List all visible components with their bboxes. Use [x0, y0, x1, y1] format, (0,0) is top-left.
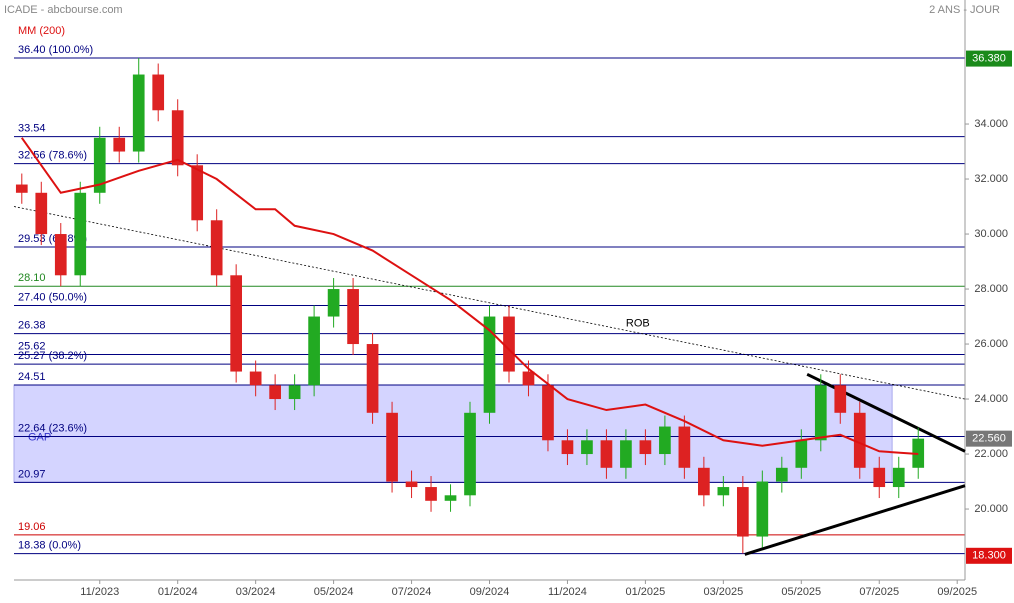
candle-body [386, 412, 398, 482]
chart-title: ICADE - abcbourse.com [4, 4, 123, 16]
candle-body [659, 426, 671, 455]
candle-body [366, 344, 379, 413]
gap-label: GAP [28, 432, 51, 444]
candle-body [444, 495, 457, 501]
x-tick-label: 03/2025 [703, 586, 743, 598]
level-label: 29.53 (61.8%) [18, 233, 87, 245]
candle-body [542, 385, 554, 441]
candle-body [620, 440, 632, 468]
y-tick-label: 24.000 [974, 393, 1008, 405]
x-tick-label: 05/2024 [314, 586, 354, 598]
price-flag [966, 50, 1012, 67]
candle-body [132, 74, 145, 152]
candle-body [171, 110, 184, 166]
x-tick-label: 09/2024 [470, 586, 510, 598]
ma-legend: MM (200) [18, 25, 65, 37]
level-label: 28.10 [18, 272, 46, 284]
x-tick-label: 07/2024 [392, 586, 432, 598]
candle-body [191, 165, 204, 221]
candle-body [405, 481, 418, 488]
candle-body [853, 412, 866, 468]
y-tick-label: 26.000 [974, 338, 1008, 350]
x-tick-label: 07/2025 [859, 586, 899, 598]
trendline [13, 206, 966, 400]
level-label: 25.62 [18, 340, 46, 352]
candle-body [639, 440, 652, 455]
candle-body [483, 316, 496, 413]
candle-body [678, 426, 691, 468]
candle-body [308, 316, 320, 386]
candle-body [15, 184, 28, 193]
level-label: 24.51 [18, 371, 46, 383]
level-label: 27.40 (50.0%) [18, 291, 87, 303]
x-tick-label: 01/2025 [626, 586, 666, 598]
level-label: 36.40 (100.0%) [18, 44, 93, 56]
price-flag-label: 22.560 [972, 433, 1006, 445]
candle-body [775, 467, 788, 482]
candle-body [249, 371, 262, 386]
price-flag-label: 18.300 [972, 550, 1006, 562]
y-tick-label: 28.000 [974, 283, 1008, 295]
candle-body [814, 385, 827, 441]
x-tick-label: 11/2024 [548, 586, 587, 598]
candle-body [581, 440, 593, 455]
candle-body [561, 440, 574, 455]
y-tick-label: 30.000 [974, 228, 1008, 240]
x-tick-label: 03/2024 [236, 586, 276, 598]
candle-body [873, 467, 886, 488]
candle-body [425, 487, 437, 501]
y-tick-label: 20.000 [974, 503, 1008, 515]
candle-body [327, 289, 340, 317]
gap-zone [13, 384, 893, 483]
level-label: 19.06 [18, 521, 46, 533]
candle-body [756, 481, 769, 537]
candle-body [503, 316, 515, 372]
candle-body [113, 137, 126, 152]
candle-body [464, 412, 476, 496]
candle-body [736, 487, 749, 537]
candle-body [834, 385, 847, 413]
candle-body [347, 289, 359, 345]
x-tick-label: 01/2024 [158, 586, 198, 598]
candle-body [74, 192, 87, 276]
candle-body [210, 220, 223, 276]
candle-body [600, 440, 613, 468]
price-flag [966, 430, 1012, 447]
trendline [744, 484, 966, 556]
candle-body [93, 137, 106, 193]
level-label: 26.38 [18, 319, 46, 331]
candle-body [54, 234, 67, 276]
y-tick-label: 22.000 [974, 448, 1008, 460]
level-label: 20.97 [18, 468, 46, 480]
candle-body [35, 192, 48, 235]
candle-body [522, 371, 535, 386]
price-flag-label: 36.380 [972, 52, 1006, 64]
candle-body [717, 487, 730, 496]
candle-body [269, 385, 281, 400]
level-label: 32.56 (78.6%) [18, 150, 87, 162]
x-tick-label: 09/2025 [937, 586, 977, 598]
candle-body [795, 440, 808, 468]
y-tick-label: 32.000 [974, 173, 1008, 185]
annotation: ROB [626, 317, 650, 329]
level-label: 33.54 [18, 123, 46, 135]
y-tick-label: 34.000 [974, 118, 1008, 130]
level-label: 18.38 (0.0%) [18, 540, 81, 552]
x-tick-label: 11/2023 [80, 586, 119, 598]
candle-body [152, 74, 165, 111]
candle-body [698, 467, 710, 496]
candle-body [892, 467, 905, 488]
candle-body [230, 275, 243, 372]
candle-body [288, 385, 301, 400]
level-label: 22.64 (23.6%) [18, 422, 87, 434]
x-tick-label: 05/2025 [781, 586, 821, 598]
price-flag [966, 547, 1012, 564]
trendline [806, 372, 966, 453]
level-label: 25.27 (38.2%) [18, 350, 87, 362]
moving-average [20, 137, 919, 456]
